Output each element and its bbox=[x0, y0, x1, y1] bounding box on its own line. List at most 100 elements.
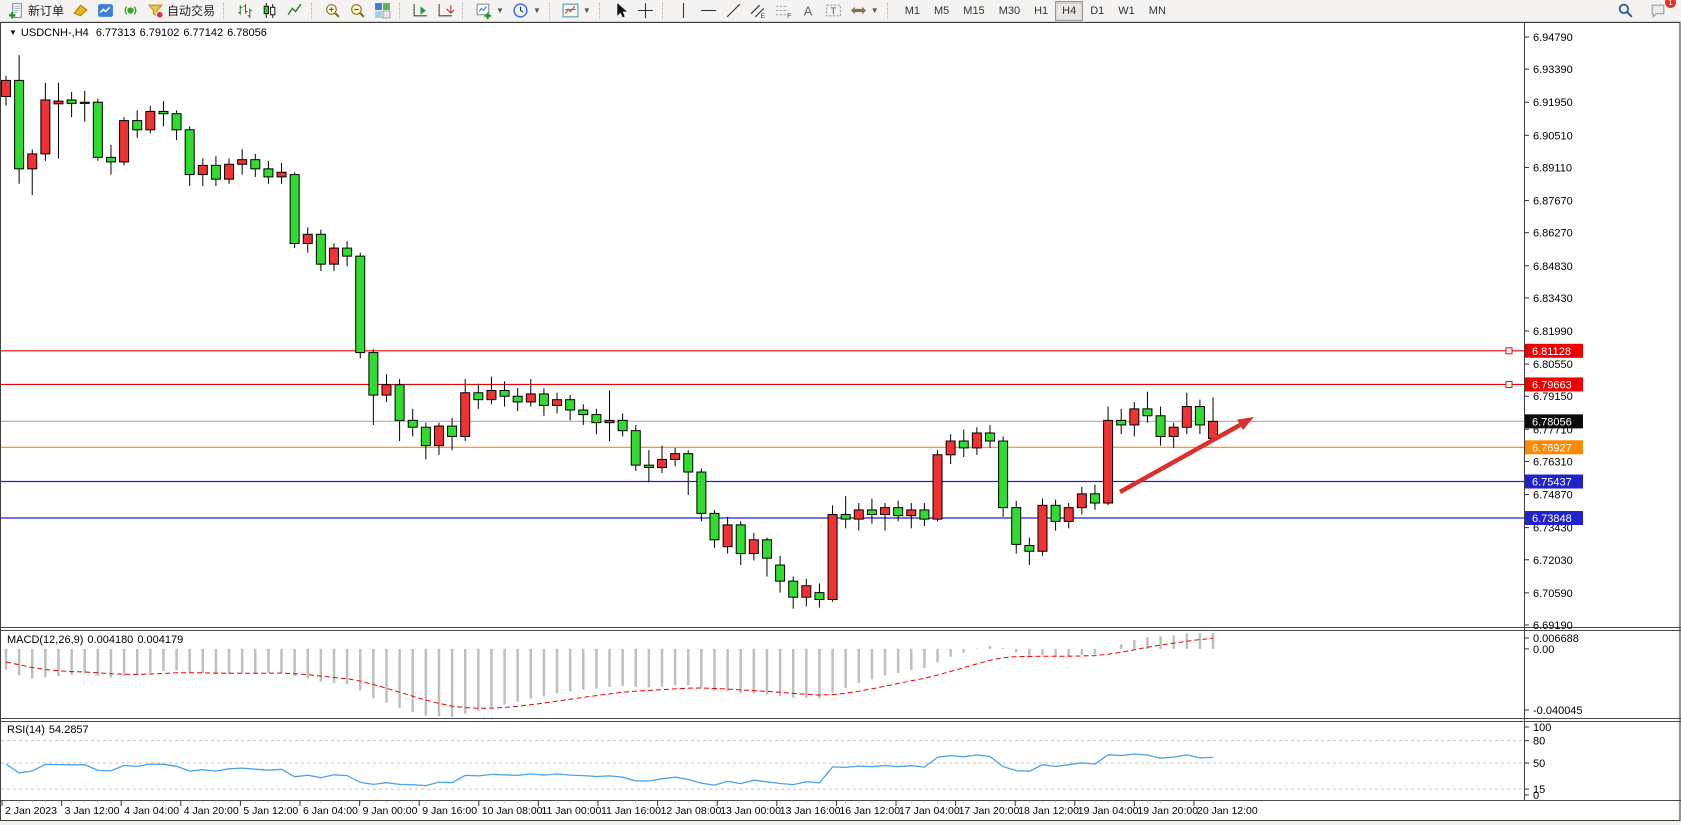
metaquotes-button[interactable] bbox=[68, 0, 93, 22]
zoom-out-button[interactable] bbox=[345, 0, 370, 22]
macd-label: MACD(12,26,9) 0.004180 0.004179 bbox=[7, 634, 187, 646]
time-tick-label: 17 Jan 04:00 bbox=[899, 805, 960, 817]
indicators-icon bbox=[562, 2, 579, 19]
bar-chart-type-button[interactable] bbox=[232, 0, 257, 22]
auto-scroll-button[interactable] bbox=[408, 0, 433, 22]
trendline-button[interactable] bbox=[721, 0, 746, 22]
horizontal-line-icon bbox=[700, 2, 717, 19]
price-tag: 6.76927 bbox=[1525, 440, 1583, 455]
candle bbox=[670, 447, 681, 467]
arrow-shapes-button[interactable]: ▼ bbox=[846, 0, 883, 22]
candle bbox=[827, 505, 838, 602]
candle bbox=[591, 408, 602, 435]
timeframe-mn[interactable]: MN bbox=[1148, 4, 1166, 17]
auto-trading-button[interactable]: 自动交易 bbox=[143, 0, 219, 22]
shapes-icon bbox=[850, 2, 867, 19]
new-chart-button[interactable]: ▼ bbox=[471, 0, 508, 22]
chart-shift-button[interactable] bbox=[433, 0, 458, 22]
search-button[interactable] bbox=[1613, 0, 1638, 22]
timeframe-m1[interactable]: M1 bbox=[904, 4, 920, 17]
candle bbox=[657, 445, 667, 474]
chevron-down-icon: ▼ bbox=[496, 5, 504, 15]
crosshair-button[interactable] bbox=[633, 0, 658, 22]
candle bbox=[604, 390, 615, 442]
price-tick-label: 6.87670 bbox=[1533, 196, 1573, 208]
zoom-in-icon bbox=[324, 2, 341, 19]
rsi-value: 54.2857 bbox=[48, 724, 89, 736]
market-watch-button[interactable] bbox=[93, 0, 118, 22]
price-tick-label: 6.89110 bbox=[1533, 162, 1572, 174]
price-tick-label: 6.93390 bbox=[1533, 64, 1573, 76]
line-handle[interactable] bbox=[1505, 347, 1513, 355]
price-tick-label: 6.94790 bbox=[1533, 32, 1573, 44]
timeframe-w1[interactable]: W1 bbox=[1118, 4, 1135, 17]
line-chart-type-button[interactable] bbox=[282, 0, 307, 22]
candle bbox=[1194, 399, 1205, 435]
toolbar-separator bbox=[462, 2, 467, 19]
notifications-button[interactable]: 1 bbox=[1646, 0, 1676, 22]
tile-windows-button[interactable] bbox=[370, 0, 395, 22]
text-label-button[interactable]: T bbox=[821, 0, 846, 22]
macd-name: MACD(12,26,9) bbox=[7, 634, 84, 646]
profiles-button[interactable]: ▼ bbox=[508, 0, 545, 22]
vertical-line-icon bbox=[675, 2, 692, 19]
candle bbox=[906, 503, 917, 529]
candle bbox=[1155, 406, 1166, 446]
price-tag: 6.79663 bbox=[1525, 377, 1583, 392]
zoom-in-button[interactable] bbox=[320, 0, 345, 22]
candle bbox=[276, 163, 287, 184]
candle bbox=[171, 110, 182, 141]
channel-icon: E bbox=[750, 2, 767, 19]
timeframe-m5[interactable]: M5 bbox=[934, 4, 950, 17]
trend-arrow[interactable] bbox=[1118, 417, 1254, 494]
time-tick-label: 19 Jan 04:00 bbox=[1078, 805, 1139, 817]
candlestick-chart-type-button[interactable] bbox=[257, 0, 282, 22]
candle bbox=[1050, 499, 1061, 531]
candle bbox=[893, 500, 904, 522]
candle bbox=[696, 468, 707, 522]
new-order-button[interactable]: 新订单 bbox=[4, 0, 68, 22]
candle bbox=[499, 381, 510, 407]
candle bbox=[985, 424, 995, 448]
line-handle[interactable] bbox=[1505, 380, 1513, 388]
ohlc-low: 6.77142 bbox=[183, 27, 224, 39]
equidistant-channel-button[interactable]: E bbox=[746, 0, 771, 22]
chat-bubble-icon bbox=[1650, 2, 1667, 19]
chevron-down-icon: ▼ bbox=[870, 5, 879, 15]
timeframe-h4[interactable]: H4 bbox=[1055, 0, 1084, 21]
macd-value-signal: 0.004179 bbox=[137, 634, 184, 646]
candle bbox=[775, 555, 786, 593]
candle bbox=[92, 98, 103, 161]
toolbar-separator bbox=[886, 2, 892, 19]
candle bbox=[315, 229, 326, 272]
candle bbox=[1063, 503, 1074, 529]
candle bbox=[1129, 401, 1140, 437]
text-button[interactable]: A bbox=[796, 0, 821, 22]
timeframe-d1[interactable]: D1 bbox=[1090, 4, 1105, 17]
svg-text:F: F bbox=[787, 13, 791, 19]
toolbar-separator bbox=[311, 2, 316, 19]
price-tick-label: 6.84830 bbox=[1533, 261, 1573, 273]
candle bbox=[1011, 500, 1022, 554]
candle bbox=[27, 149, 38, 196]
indicators-button[interactable]: ▼ bbox=[558, 0, 595, 22]
timeframe-h1[interactable]: H1 bbox=[1034, 4, 1049, 17]
candle bbox=[66, 91, 77, 118]
timeframe-m15[interactable]: M15 bbox=[963, 4, 985, 17]
collapse-triangle-icon[interactable]: ▼ bbox=[9, 28, 17, 37]
vertical-line-button[interactable] bbox=[671, 0, 696, 22]
toolbar-separator bbox=[223, 2, 228, 19]
fibonacci-button[interactable]: F bbox=[771, 0, 796, 22]
price-tick-label: 6.80550 bbox=[1533, 359, 1573, 371]
fibonacci-icon: F bbox=[775, 2, 792, 19]
clock-icon bbox=[512, 2, 529, 19]
text-a-icon: A bbox=[800, 2, 817, 19]
signals-button[interactable] bbox=[118, 0, 143, 22]
cursor-button[interactable] bbox=[608, 0, 633, 22]
candle bbox=[512, 388, 523, 412]
horizontal-line-button[interactable] bbox=[696, 0, 721, 22]
candle bbox=[998, 436, 1009, 517]
candle bbox=[197, 158, 208, 187]
timeframe-m30[interactable]: M30 bbox=[998, 4, 1021, 17]
